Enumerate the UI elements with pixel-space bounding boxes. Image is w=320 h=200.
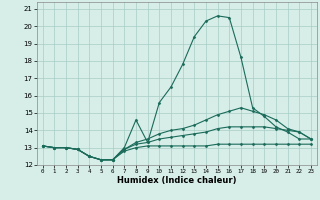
X-axis label: Humidex (Indice chaleur): Humidex (Indice chaleur) xyxy=(117,176,236,185)
